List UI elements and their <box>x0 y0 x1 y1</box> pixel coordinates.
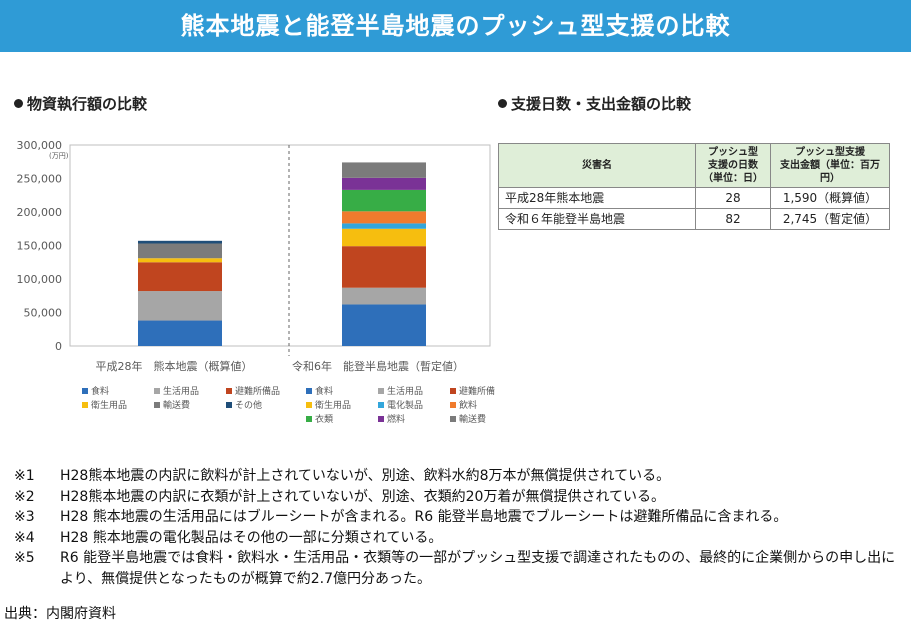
bar-segment <box>138 262 222 292</box>
note-item: ※4 H28 熊本地震の電化製品はその他の一部に分類されている。 <box>14 528 904 549</box>
bar-segment <box>342 162 426 178</box>
note-mark: ※5 <box>14 550 35 567</box>
note-text: H28 熊本地震の電化製品はその他の一部に分類されている。 <box>60 529 443 546</box>
legend-label: 衣類 <box>315 413 333 425</box>
note-mark: ※2 <box>14 488 35 505</box>
note-item: ※1 H28熊本地震の内訳に飲料が計上されていないが、別途、飲料水約8万本が無償提… <box>14 466 904 487</box>
note-mark: ※1 <box>14 468 35 484</box>
page-title: 熊本地震と能登半島地震のプッシュ型支援の比較 <box>0 0 911 52</box>
legend-label: 避難所備品 <box>459 385 495 397</box>
comparison-table: 災害名 プッシュ型 支援の日数 （単位：日） プッシュ型支援 支出金額（単位：百… <box>498 143 890 230</box>
table-cell-disaster: 平成28年熊本地震 <box>498 187 696 209</box>
note-text: R6 能登半島地震では食料・飲料水・生活用品・衣類等の一部がプッシュ型支援で調達… <box>60 550 896 587</box>
x-tick-label: 平成28年 熊本地震（概算値） <box>96 359 253 373</box>
bar-segment <box>138 243 222 259</box>
legend-label: 生活用品 <box>387 385 423 397</box>
table-header-days: プッシュ型 支援の日数 （単位：日） <box>695 143 771 188</box>
bars <box>138 162 426 346</box>
y-tick-label: 150,000 <box>17 240 63 253</box>
bar-segment <box>342 228 426 247</box>
left-section-title-text: 物資執行額の比較 <box>27 95 148 113</box>
table-row: 平成28年熊本地震 28 1,590（概算値） <box>498 187 890 209</box>
y-tick-label: 250,000 <box>17 173 63 186</box>
legend-swatch <box>154 388 160 394</box>
y-axis: 300,000 250,000 200,000 150,000 100,000 50,00… <box>17 139 69 353</box>
table-cell-days: 28 <box>695 187 771 209</box>
legend-label: 輸送費 <box>459 413 486 425</box>
legend-label: 電化製品 <box>387 399 423 411</box>
legend-swatch <box>378 388 384 394</box>
legend-swatch <box>450 402 456 408</box>
legend-swatch <box>306 416 312 422</box>
table-cell-disaster: 令和６年能登半島地震 <box>498 208 696 230</box>
legend-label: 衛生用品 <box>91 399 127 411</box>
legend-swatch <box>378 416 384 422</box>
x-axis-labels: 平成28年 熊本地震（概算値） 令和6年 能登半島地震（暫定値） <box>96 359 465 373</box>
bar-segment <box>138 258 222 263</box>
legend-label: 燃料 <box>387 413 405 425</box>
bar-segment <box>342 189 426 212</box>
legend-label: 食料 <box>91 385 109 397</box>
legend-swatch <box>450 416 456 422</box>
left-section-title: 物資執行額の比較 <box>14 93 147 114</box>
note-item: ※3 H28 熊本地震の生活用品にはブルーシートが含まれる。R6 能登半島地震でブ… <box>14 507 904 528</box>
table-header-amount: プッシュ型支援 支出金額（単位：百万円） <box>770 143 890 188</box>
note-text: H28 熊本地震の生活用品にはブルーシートが含まれる。R6 能登半島地震でブルー… <box>60 509 788 526</box>
note-mark: ※3 <box>14 509 35 526</box>
note-mark: ※4 <box>14 529 35 546</box>
x-tick-label: 令和6年 能登半島地震（暫定値） <box>292 359 464 373</box>
bar-segment <box>138 240 222 244</box>
bar-segment <box>138 291 222 321</box>
bar-segment <box>342 223 426 229</box>
legend-swatch <box>82 402 88 408</box>
right-section-title-text: 支援日数・支出金額の比較 <box>511 95 692 113</box>
right-section-title: 支援日数・支出金額の比較 <box>498 93 691 114</box>
y-tick-label: 200,000 <box>17 206 63 219</box>
legend-swatch <box>378 402 384 408</box>
legend-label: 食料 <box>315 385 333 397</box>
bar-segment <box>342 211 426 224</box>
y-tick-label: 100,000 <box>17 273 63 286</box>
note-text: H28熊本地震の内訳に衣類が計上されていないが、別途、衣類約20万着が無償提供さ… <box>60 488 666 505</box>
legend-label: 飲料 <box>459 399 477 411</box>
legend-label: その他 <box>235 399 262 411</box>
table-row: 令和６年能登半島地震 82 2,745（暫定値） <box>498 208 890 230</box>
legends: 食料生活用品避難所備品衛生用品輸送費その他食料生活用品避難所備品衛生用品電化製品… <box>82 385 495 425</box>
y-tick-label: 50,000 <box>24 307 63 320</box>
legend-label: 輸送費 <box>163 399 190 411</box>
note-item: ※2 H28熊本地震の内訳に衣類が計上されていないが、別途、衣類約20万着が無償提… <box>14 487 904 508</box>
bar-segment <box>138 320 222 346</box>
note-text: H28熊本地震の内訳に飲料が計上されていないが、別途、飲料水約8万本が無償提供さ… <box>60 468 671 484</box>
table-cell-amount: 2,745（暫定値） <box>770 208 890 230</box>
legend-label: 衛生用品 <box>315 399 351 411</box>
legend-swatch <box>82 388 88 394</box>
legend-swatch <box>450 388 456 394</box>
stacked-bar-chart: 300,000 250,000 200,000 150,000 100,000 50,00… <box>17 139 496 425</box>
y-unit-label: (万円) <box>49 152 69 160</box>
table-cell-days: 82 <box>695 208 771 230</box>
table-header-disaster: 災害名 <box>498 143 696 188</box>
legend-swatch <box>306 388 312 394</box>
legend-swatch <box>226 402 232 408</box>
note-item: ※5 R6 能登半島地震では食料・飲料水・生活用品・衣類等の一部がプッシュ型支援で… <box>14 548 904 589</box>
legend-swatch <box>154 402 160 408</box>
table-header-row: 災害名 プッシュ型 支援の日数 （単位：日） プッシュ型支援 支出金額（単位：百… <box>498 143 890 188</box>
bar-segment <box>342 246 426 288</box>
y-tick-label: 0 <box>55 340 62 353</box>
bar-segment <box>342 287 426 305</box>
table-cell-amount: 1,590（概算値） <box>770 187 890 209</box>
notes: ※1 H28熊本地震の内訳に飲料が計上されていないが、別途、飲料水約8万本が無償提… <box>14 466 904 590</box>
bar-segment <box>342 304 426 346</box>
legend-label: 避難所備品 <box>235 385 280 397</box>
legend-swatch <box>306 402 312 408</box>
legend-label: 生活用品 <box>163 385 199 397</box>
source-note: 出典：内閣府資料 <box>4 606 116 622</box>
plot-area <box>69 144 491 347</box>
y-tick-label: 300,000 <box>17 139 63 152</box>
bar-segment <box>342 177 426 190</box>
bullet-icon <box>498 99 507 108</box>
legend-swatch <box>226 388 232 394</box>
bullet-icon <box>14 99 23 108</box>
